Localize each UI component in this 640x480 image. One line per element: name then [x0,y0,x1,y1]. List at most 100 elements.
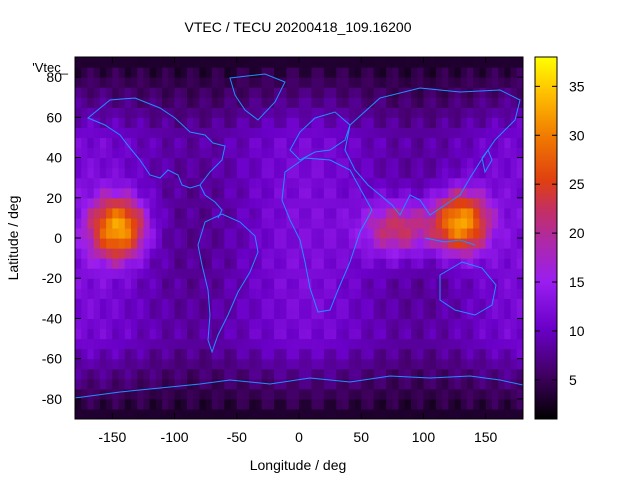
heatmap-cell [124,147,132,159]
heatmap-cell [218,197,225,209]
heatmap-cell [317,368,325,380]
heatmap-cell [361,147,369,159]
heatmap-cell [274,318,281,330]
heatmap-cell [236,67,244,78]
heatmap-cell [491,238,499,249]
heatmap-cell [417,217,425,229]
heatmap-cell [168,278,176,289]
heatmap-cell [479,207,487,219]
heatmap-cell [355,77,362,88]
heatmap-cell [211,157,219,169]
heatmap-cell [137,127,145,139]
heatmap-cell [168,107,176,118]
heatmap-cell [299,87,306,98]
heatmap-cell [87,167,95,179]
heatmap-cell [187,57,194,68]
heatmap-cell [124,127,132,139]
heatmap-cell [143,238,151,249]
heatmap-cell [336,157,344,169]
heatmap-cell [379,248,387,259]
heatmap-cell [236,308,244,320]
heatmap-cell [211,358,219,370]
heatmap-cell [286,197,294,209]
heatmap-cell [361,308,369,320]
heatmap-cell [473,398,481,410]
heatmap-cell [180,308,188,320]
heatmap-cell [423,147,431,159]
heatmap-cell [491,358,499,370]
heatmap-cell [218,107,225,118]
heatmap-cell [267,348,275,360]
heatmap-cell [162,408,169,419]
heatmap-cell [205,358,213,370]
heatmap-cell [417,157,425,169]
heatmap-cell [249,408,257,419]
heatmap-cell [87,207,95,219]
heatmap-cell [199,258,207,269]
heatmap-cell [112,197,120,209]
heatmap-cell [398,67,406,78]
heatmap-cell [180,207,188,219]
heatmap-cell [261,187,269,199]
heatmap-cell [348,147,356,159]
heatmap-cell [187,197,194,209]
heatmap-cell [112,187,120,199]
heatmap-cell [205,137,213,149]
heatmap-cell [149,368,157,380]
heatmap-cell [516,157,523,169]
heatmap-cell [124,87,132,98]
heatmap-cell [255,388,263,400]
heatmap-cell [367,398,375,410]
heatmap-cell [261,217,269,229]
heatmap-cell [379,358,387,370]
heatmap-cell [379,177,387,189]
heatmap-cell [286,288,294,299]
heatmap-cell [454,167,462,179]
heatmap-cell [311,137,319,149]
heatmap-cell [336,77,344,88]
heatmap-cell [99,288,107,299]
heatmap-cell [330,137,337,149]
heatmap-cell [87,328,95,340]
heatmap-cell [311,378,319,390]
heatmap-cell [411,268,418,279]
heatmap-cell [392,197,400,209]
heatmap-cell [99,227,107,239]
heatmap-cell [367,358,375,370]
heatmap-cell [230,298,238,309]
heatmap-cell [93,217,101,229]
heatmap-cell [274,338,281,350]
heatmap-cell [423,258,431,269]
heatmap-cell [137,268,145,279]
heatmap-cell [323,268,331,279]
heatmap-cell [211,187,219,199]
heatmap-cell [311,388,319,400]
heatmap-cell [411,378,418,390]
heatmap-cell [174,197,182,209]
heatmap-cell [491,127,499,139]
heatmap-cell [361,288,369,299]
heatmap-cell [124,408,132,419]
heatmap-cell [211,318,219,330]
heatmap-cell [218,127,225,139]
heatmap-cell [348,157,356,169]
heatmap-cell [131,117,138,128]
heatmap-cell [498,107,505,118]
heatmap-cell [411,288,418,299]
heatmap-cell [491,398,499,410]
heatmap-cell [516,408,523,419]
heatmap-cell [112,388,120,400]
heatmap-cell [435,278,443,289]
heatmap-cell [236,288,244,299]
heatmap-cell [168,117,176,128]
heatmap-cell [255,127,263,139]
heatmap-cell [75,157,82,169]
heatmap-cell [348,398,356,410]
heatmap-cell [112,298,120,309]
heatmap-cell [118,358,126,370]
heatmap-cell [286,97,294,108]
heatmap-cell [137,348,145,360]
heatmap-cell [473,318,481,330]
heatmap-cell [118,97,126,108]
heatmap-cell [379,137,387,149]
